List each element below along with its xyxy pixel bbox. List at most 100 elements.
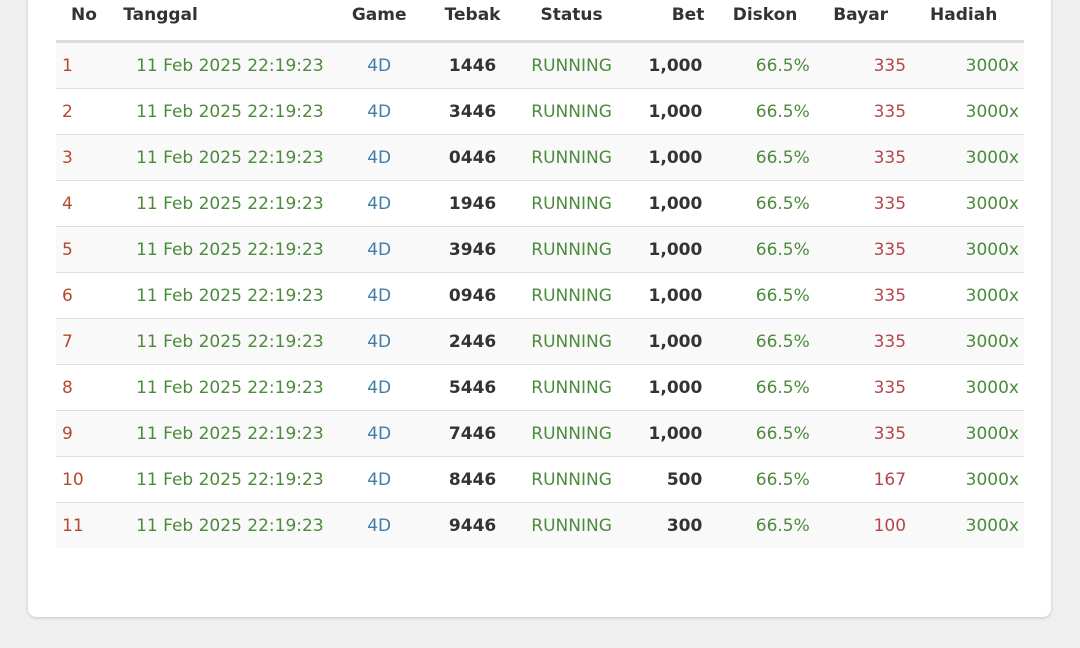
table-row[interactable]: 10 11 Feb 2025 22:19:23 4D 8446 RUNNING 500 66…: [56, 456, 1024, 503]
cell-hadiah: 3000x: [918, 180, 1024, 227]
cell-bayar: 335: [815, 41, 919, 89]
header-game[interactable]: Game: [344, 0, 414, 43]
cell-status: RUNNING: [531, 515, 612, 536]
cell-no: 7: [56, 318, 116, 365]
cell-tanggal: 11 Feb 2025 22:19:23: [115, 88, 345, 135]
cell-status: RUNNING: [531, 134, 612, 181]
cell-hadiah: 3000x: [918, 41, 1024, 89]
cell-tanggal: 11 Feb 2025 22:19:23: [115, 134, 345, 181]
cell-game: 4D: [344, 410, 414, 457]
cell-status: RUNNING: [531, 226, 612, 273]
cell-diskon: 66.5%: [714, 318, 816, 365]
cell-bayar: 335: [815, 272, 919, 319]
table-body: 1 11 Feb 2025 22:19:23 4D 1446 RUNNING 1,000 6…: [56, 41, 1024, 548]
cell-diskon: 66.5%: [714, 88, 816, 135]
cell-tanggal: 11 Feb 2025 22:19:23: [115, 41, 345, 89]
cell-hadiah: 3000x: [965, 515, 1019, 536]
cell-bet: 1,000: [611, 134, 715, 181]
table-row[interactable]: 9 11 Feb 2025 22:19:23 4D 7446 RUNNING 1,000 6…: [56, 410, 1024, 457]
cell-bayar: 167: [815, 456, 919, 503]
cell-tebak: 8446: [413, 456, 532, 503]
cell-status: RUNNING: [531, 41, 612, 89]
table-row[interactable]: 5 11 Feb 2025 22:19:23 4D 3946 RUNNING 1,000 6…: [56, 226, 1024, 273]
table-row[interactable]: 7 11 Feb 2025 22:19:23 4D 2446 RUNNING 1,000 6…: [56, 318, 1024, 365]
cell-bet: 1,000: [611, 41, 715, 89]
cell-game: 4D: [344, 41, 414, 89]
cell-diskon: 66.5%: [714, 272, 816, 319]
cell-no: 11: [62, 515, 84, 536]
cell-bet: 500: [611, 456, 715, 503]
cell-hadiah: 3000x: [918, 226, 1024, 273]
cell-no: 6: [56, 272, 116, 319]
cell-status: RUNNING: [531, 410, 612, 457]
cell-tanggal: 11 Feb 2025 22:19:23: [115, 364, 345, 411]
table-row[interactable]: 11 11 Feb 2025 22:19:23 4D 9446 RUNNING 300 66…: [56, 502, 1024, 548]
cell-bet: 1,000: [611, 318, 715, 365]
cell-tebak: 1446: [413, 41, 532, 89]
table-row[interactable]: 3 11 Feb 2025 22:19:23 4D 0446 RUNNING 1,000 6…: [56, 134, 1024, 181]
table-row[interactable]: 8 11 Feb 2025 22:19:23 4D 5446 RUNNING 1,000 6…: [56, 364, 1024, 411]
cell-hadiah: 3000x: [918, 318, 1024, 365]
cell-bet: 1,000: [611, 272, 715, 319]
cell-status: RUNNING: [531, 318, 612, 365]
header-tebak[interactable]: Tebak: [413, 0, 532, 43]
cell-bet: 1,000: [611, 364, 715, 411]
cell-diskon: 66.5%: [714, 226, 816, 273]
cell-no: 5: [56, 226, 116, 273]
cell-tebak: 0946: [413, 272, 532, 319]
header-row: No Tanggal Game Tebak Status Bet Diskon …: [56, 0, 1024, 43]
table-row[interactable]: 4 11 Feb 2025 22:19:23 4D 1946 RUNNING 1,000 6…: [56, 180, 1024, 227]
cell-tanggal: 11 Feb 2025 22:19:23: [136, 515, 324, 536]
cell-game: 4D: [367, 515, 392, 536]
cell-diskon: 66.5%: [714, 456, 816, 503]
cell-tebak: 1946: [413, 180, 532, 227]
cell-tebak: 9446: [448, 515, 497, 536]
cell-tanggal: 11 Feb 2025 22:19:23: [115, 226, 345, 273]
cell-no: 10: [56, 456, 116, 503]
cell-bayar: 335: [815, 364, 919, 411]
header-hadiah[interactable]: Hadiah: [918, 0, 1024, 43]
cell-tebak: 5446: [413, 364, 532, 411]
cell-bayar: 100: [873, 515, 907, 536]
cell-hadiah: 3000x: [918, 134, 1024, 181]
header-bet[interactable]: Bet: [611, 0, 715, 43]
cell-game: 4D: [344, 456, 414, 503]
cell-tebak: 3946: [413, 226, 532, 273]
cell-bayar: 335: [815, 180, 919, 227]
cell-tanggal: 11 Feb 2025 22:19:23: [115, 410, 345, 457]
cell-no: 8: [56, 364, 116, 411]
cell-bayar: 335: [815, 226, 919, 273]
cell-tebak: 0446: [413, 134, 532, 181]
cell-no: 4: [56, 180, 116, 227]
cell-hadiah: 3000x: [918, 272, 1024, 319]
cell-status: RUNNING: [531, 272, 612, 319]
cell-hadiah: 3000x: [918, 410, 1024, 457]
cell-bet: 1,000: [611, 180, 715, 227]
bet-history-table: No Tanggal Game Tebak Status Bet Diskon …: [56, 0, 1024, 548]
cell-diskon: 66.5%: [714, 41, 816, 89]
table-row[interactable]: 2 11 Feb 2025 22:19:23 4D 3446 RUNNING 1,000 6…: [56, 88, 1024, 135]
table-row[interactable]: 6 11 Feb 2025 22:19:23 4D 0946 RUNNING 1,000 6…: [56, 272, 1024, 319]
cell-game: 4D: [344, 180, 414, 227]
header-status[interactable]: Status: [531, 0, 612, 43]
cell-tanggal: 11 Feb 2025 22:19:23: [115, 180, 345, 227]
cell-tanggal: 11 Feb 2025 22:19:23: [115, 272, 345, 319]
cell-bayar: 335: [815, 88, 919, 135]
header-bayar[interactable]: Bayar: [815, 0, 919, 43]
cell-status: RUNNING: [531, 180, 612, 227]
table-header: No Tanggal Game Tebak Status Bet Diskon …: [56, 0, 1024, 43]
cell-game: 4D: [344, 88, 414, 135]
cell-game: 4D: [344, 364, 414, 411]
cell-diskon: 66.5%: [755, 515, 810, 536]
cell-no: 3: [56, 134, 116, 181]
cell-game: 4D: [344, 226, 414, 273]
table-row[interactable]: 1 11 Feb 2025 22:19:23 4D 1446 RUNNING 1,000 6…: [56, 41, 1024, 89]
cell-no: 9: [56, 410, 116, 457]
cell-bayar: 335: [815, 134, 919, 181]
header-tanggal[interactable]: Tanggal: [115, 0, 345, 43]
cell-hadiah: 3000x: [918, 88, 1024, 135]
header-no[interactable]: No: [56, 0, 116, 43]
header-diskon[interactable]: Diskon: [714, 0, 816, 43]
cell-bet: 1,000: [611, 226, 715, 273]
cell-diskon: 66.5%: [714, 180, 816, 227]
